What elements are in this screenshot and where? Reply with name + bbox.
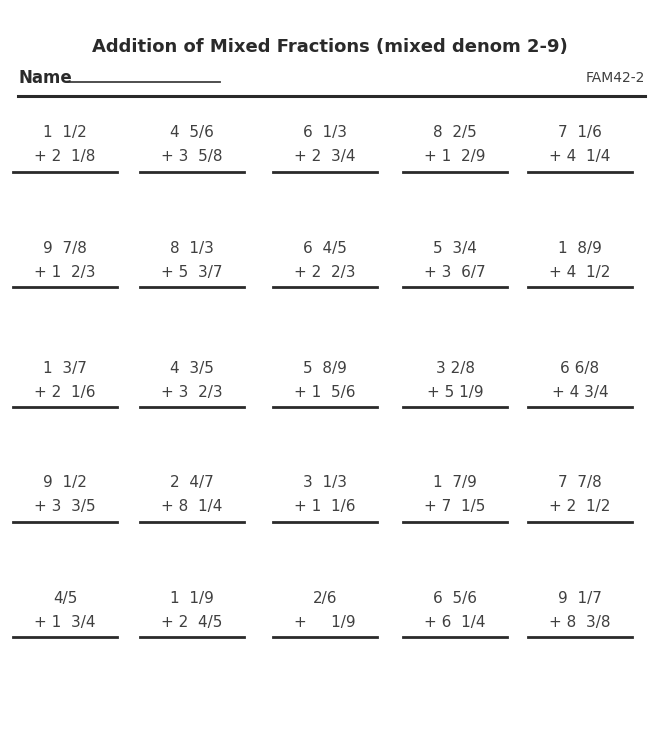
Text: 9  1/2: 9 1/2 [43, 475, 87, 490]
Text: 3  1/3: 3 1/3 [303, 475, 347, 490]
Text: + 1  3/4: + 1 3/4 [34, 615, 96, 629]
Text: + 8  1/4: + 8 1/4 [161, 500, 222, 514]
Text: 8  2/5: 8 2/5 [433, 126, 477, 141]
Text: Addition of Mixed Fractions (mixed denom 2-9): Addition of Mixed Fractions (mixed denom… [92, 38, 568, 56]
Text: 1  7/9: 1 7/9 [433, 475, 477, 490]
Text: + 7  1/5: + 7 1/5 [424, 500, 486, 514]
Text: + 4  1/2: + 4 1/2 [549, 264, 610, 280]
Text: 4  3/5: 4 3/5 [170, 361, 214, 375]
Text: 6 6/8: 6 6/8 [560, 361, 599, 375]
Text: 6  1/3: 6 1/3 [303, 126, 347, 141]
Text: FAM42-2: FAM42-2 [585, 71, 645, 85]
Text: + 8  3/8: + 8 3/8 [549, 615, 610, 629]
Text: 4  5/6: 4 5/6 [170, 126, 214, 141]
Text: +     1/9: + 1/9 [294, 615, 356, 629]
Text: 5  8/9: 5 8/9 [303, 361, 347, 375]
Text: 2/6: 2/6 [313, 590, 337, 606]
Text: 6  5/6: 6 5/6 [433, 590, 477, 606]
Text: + 4 3/4: + 4 3/4 [552, 384, 609, 400]
Text: 1  3/7: 1 3/7 [43, 361, 87, 375]
Text: + 5  3/7: + 5 3/7 [161, 264, 223, 280]
Text: 5  3/4: 5 3/4 [433, 241, 477, 255]
Text: 1  8/9: 1 8/9 [558, 241, 602, 255]
Text: 7  7/8: 7 7/8 [558, 475, 602, 490]
Text: Name: Name [18, 69, 72, 87]
Text: 9  7/8: 9 7/8 [43, 241, 87, 255]
Text: + 2  1/6: + 2 1/6 [34, 384, 96, 400]
Text: 9  1/7: 9 1/7 [558, 590, 602, 606]
Text: 1  1/2: 1 1/2 [43, 126, 87, 141]
Text: + 1  2/3: + 1 2/3 [34, 264, 96, 280]
Text: + 2  2/3: + 2 2/3 [294, 264, 356, 280]
Text: + 3  5/8: + 3 5/8 [161, 149, 223, 165]
Text: + 5 1/9: + 5 1/9 [426, 384, 483, 400]
Text: + 3  3/5: + 3 3/5 [34, 500, 96, 514]
Text: + 2  4/5: + 2 4/5 [161, 615, 222, 629]
Text: 1  1/9: 1 1/9 [170, 590, 214, 606]
Text: 3 2/8: 3 2/8 [436, 361, 475, 375]
Text: + 2  1/8: + 2 1/8 [34, 149, 96, 165]
Text: 4/5: 4/5 [53, 590, 77, 606]
Text: + 4  1/4: + 4 1/4 [549, 149, 610, 165]
Text: + 1  2/9: + 1 2/9 [424, 149, 486, 165]
Text: + 1  5/6: + 1 5/6 [294, 384, 356, 400]
Text: + 2  3/4: + 2 3/4 [294, 149, 356, 165]
Text: 6  4/5: 6 4/5 [303, 241, 347, 255]
Text: + 3  6/7: + 3 6/7 [424, 264, 486, 280]
Text: + 6  1/4: + 6 1/4 [424, 615, 486, 629]
Text: 2  4/7: 2 4/7 [170, 475, 214, 490]
Text: 8  1/3: 8 1/3 [170, 241, 214, 255]
Text: + 1  1/6: + 1 1/6 [294, 500, 356, 514]
Text: + 2  1/2: + 2 1/2 [549, 500, 610, 514]
Text: + 3  2/3: + 3 2/3 [161, 384, 223, 400]
Text: 7  1/6: 7 1/6 [558, 126, 602, 141]
